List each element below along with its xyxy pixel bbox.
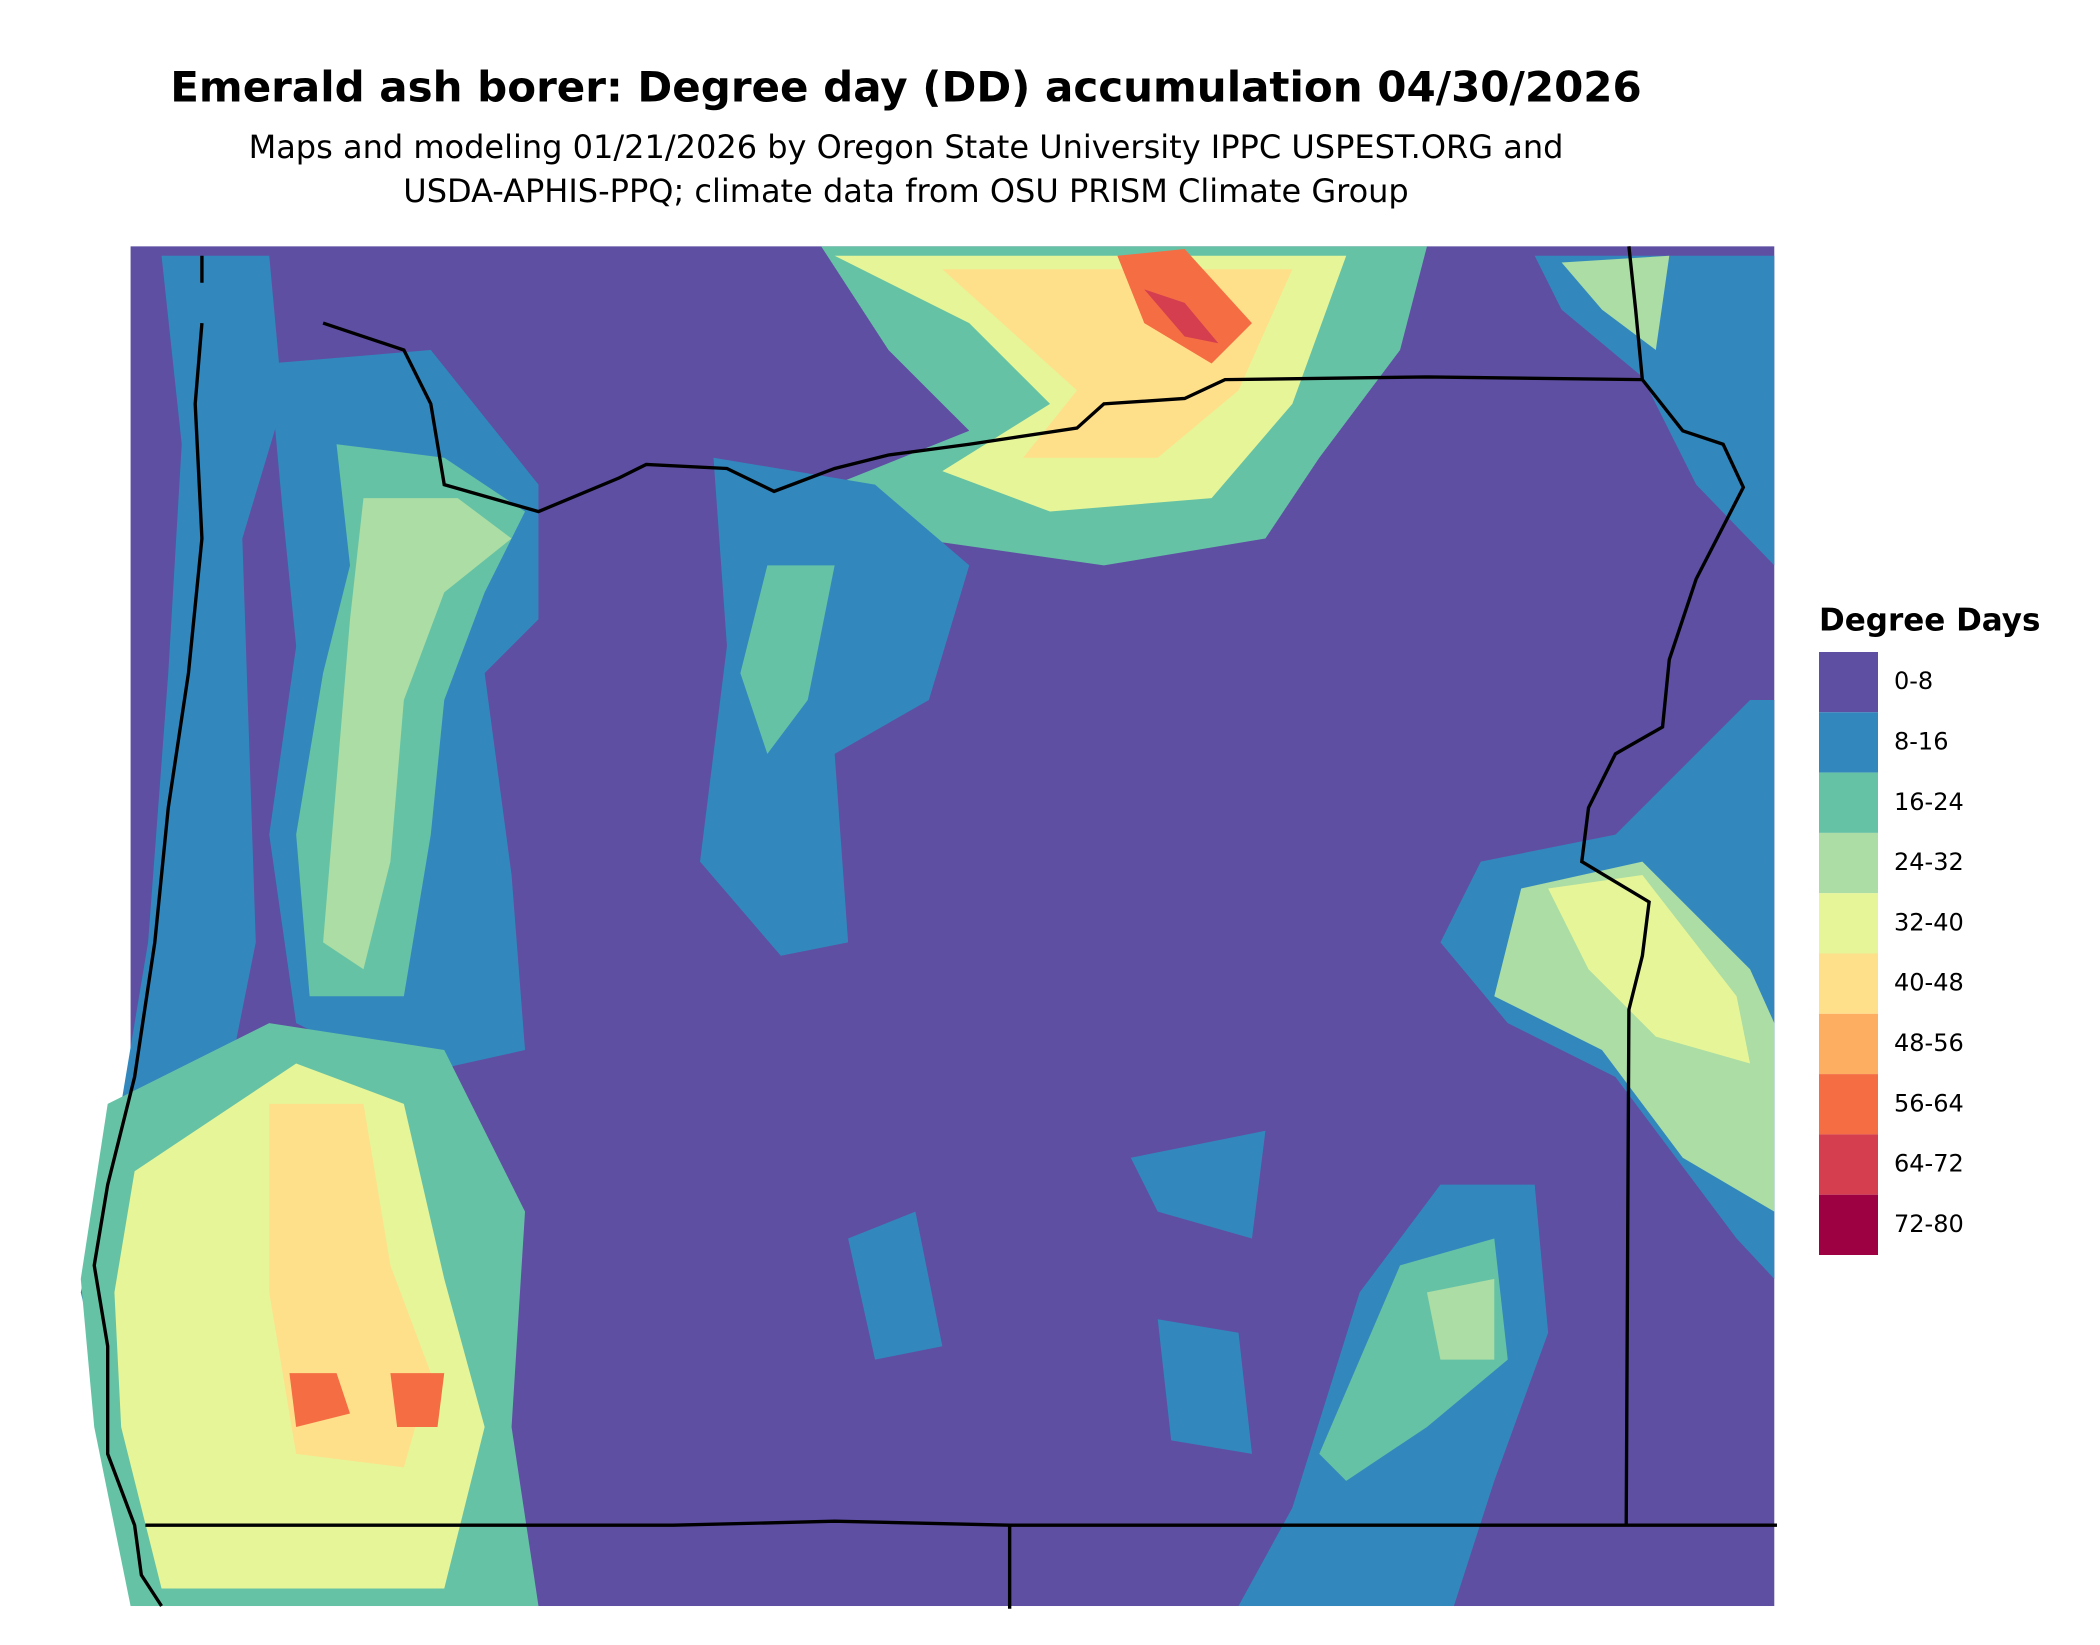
region <box>1144 289 1219 344</box>
legend-swatch <box>1819 712 1878 773</box>
region <box>323 498 512 970</box>
region <box>1534 255 1775 566</box>
map <box>80 246 1777 1609</box>
legend-swatch <box>1819 893 1878 954</box>
region <box>289 1373 445 1427</box>
legend-label: 32-40 <box>1894 908 1964 936</box>
region <box>1561 255 1670 351</box>
region <box>740 565 835 754</box>
legend-label: 8-16 <box>1894 727 1948 755</box>
region <box>1494 861 1775 1212</box>
legend-label: 64-72 <box>1894 1150 1964 1178</box>
legend-swatch <box>1819 953 1878 1014</box>
region <box>1548 875 1751 1064</box>
legend-label: 56-64 <box>1894 1089 1964 1117</box>
legend-swatch <box>1819 832 1878 894</box>
title: Emerald ash borer: Degree day (DD) accum… <box>170 63 1642 112</box>
legend-title: Degree Days <box>1819 603 2040 639</box>
subtitle: USDA-APHIS-PPQ; climate data from OSU PR… <box>403 172 1408 210</box>
region <box>1426 1278 1495 1360</box>
region <box>848 1130 1266 1454</box>
legend-swatch <box>1819 1194 1878 1255</box>
legend-label: 16-24 <box>1894 788 1964 816</box>
legend: 0-8 8-16 16-24 24-32 32-40 40-48 48-56 56-64 64-… <box>1819 652 1964 1255</box>
legend-label: 24-32 <box>1894 848 1964 876</box>
legend-swatch <box>1819 772 1878 833</box>
legend-label: 0-8 <box>1894 667 1933 695</box>
legend-label: 40-48 <box>1894 969 1964 997</box>
legend-label: 72-80 <box>1894 1210 1964 1238</box>
legend-swatch <box>1819 1074 1878 1135</box>
legend-swatch <box>1819 1134 1878 1195</box>
subtitle: Maps and modeling 01/21/2026 by Oregon S… <box>249 128 1564 166</box>
legend-swatch <box>1819 1013 1878 1075</box>
legend-label: 48-56 <box>1894 1029 1964 1057</box>
borders <box>92 246 1777 1609</box>
legend-swatch <box>1819 652 1878 713</box>
